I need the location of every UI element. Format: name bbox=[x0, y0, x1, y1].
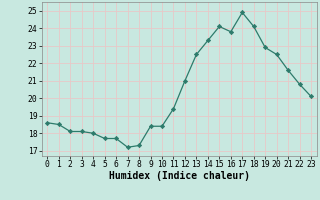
X-axis label: Humidex (Indice chaleur): Humidex (Indice chaleur) bbox=[109, 171, 250, 181]
